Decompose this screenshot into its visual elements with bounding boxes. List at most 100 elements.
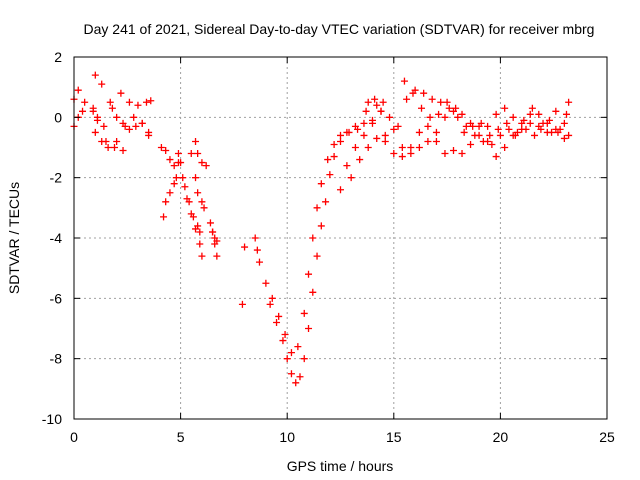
data-point (377, 107, 385, 115)
data-point (198, 159, 206, 167)
data-point (518, 125, 526, 133)
data-point (179, 174, 187, 182)
data-point (496, 131, 504, 139)
data-point (238, 300, 246, 308)
data-point (160, 213, 168, 221)
data-point (511, 131, 519, 139)
data-point (213, 237, 221, 245)
data-point (503, 119, 511, 127)
data-point (268, 294, 276, 302)
series-track-m (251, 234, 263, 266)
series-track-l (209, 228, 221, 245)
y-tick-label: -8 (50, 351, 63, 367)
data-point (113, 113, 121, 121)
series-track-o (268, 95, 387, 357)
data-point (262, 279, 270, 287)
data-point (192, 174, 200, 182)
data-point (337, 186, 344, 194)
data-point (317, 180, 325, 188)
data-point (398, 144, 406, 151)
data-point (432, 137, 440, 145)
data-point (213, 252, 221, 260)
data-point (89, 104, 97, 112)
chart-title: Day 241 of 2021, Sidereal Day-to-day VTE… (84, 21, 595, 37)
series-track-r (364, 98, 573, 161)
data-point (209, 228, 217, 236)
data-point (266, 300, 274, 308)
data-point (292, 379, 300, 387)
series-track-a (70, 86, 155, 130)
data-point (354, 125, 362, 133)
data-point (125, 98, 133, 106)
data-point (100, 122, 108, 130)
series-track-i (187, 150, 208, 212)
data-point (192, 137, 200, 145)
data-point (560, 119, 568, 127)
data-point (379, 98, 387, 106)
data-point (145, 131, 153, 139)
data-point (104, 144, 112, 151)
data-point (520, 116, 528, 124)
data-point (174, 150, 182, 158)
series-track-c (91, 113, 153, 151)
data-point (458, 150, 466, 158)
data-point (452, 104, 460, 112)
data-point (255, 258, 263, 266)
data-point (501, 104, 509, 112)
data-point (113, 137, 121, 145)
axis-ticks: 0 5 10 15 20 25 -10 -8 -6 -4 -2 0 2 (42, 49, 615, 445)
data-point (449, 147, 457, 155)
data-point (281, 331, 289, 339)
data-point (296, 373, 304, 381)
data-point (537, 125, 545, 133)
data-point (130, 113, 138, 121)
data-point (432, 128, 440, 136)
data-point (91, 71, 99, 79)
data-point (170, 180, 178, 188)
data-point (390, 150, 398, 158)
data-point (360, 119, 368, 127)
grid (74, 57, 607, 419)
data-point (364, 98, 372, 106)
data-point (166, 189, 174, 197)
data-point (441, 150, 449, 158)
data-point (526, 119, 534, 127)
data-point (441, 113, 449, 121)
data-point (275, 312, 283, 320)
data-point (443, 98, 451, 106)
data-point (187, 150, 195, 158)
series-track-n (262, 107, 385, 387)
data-point (305, 270, 313, 278)
y-tick-label: -2 (50, 170, 63, 186)
data-point (381, 131, 389, 139)
data-point (198, 252, 206, 260)
data-point (426, 113, 434, 121)
data-point (241, 243, 249, 251)
data-point (106, 98, 114, 106)
data-point (162, 198, 170, 206)
data-point (200, 204, 208, 212)
data-point (309, 288, 317, 296)
data-point (125, 125, 133, 133)
data-point (528, 104, 536, 112)
data-point (196, 228, 204, 236)
data-point (117, 89, 125, 97)
data-point (407, 144, 415, 151)
data-point (435, 110, 443, 118)
data-point (407, 150, 415, 158)
data-point (185, 198, 193, 206)
series-track-d (93, 116, 127, 155)
data-point (494, 125, 502, 133)
data-point (420, 89, 428, 97)
data-point (337, 137, 344, 145)
data-point (202, 162, 210, 170)
data-point (531, 131, 539, 139)
data-point (196, 240, 204, 248)
data-point (287, 349, 295, 357)
data-point (172, 174, 180, 182)
data-point (373, 101, 381, 109)
x-tick-label: 10 (279, 429, 295, 445)
data-point (554, 128, 562, 136)
data-point (102, 137, 110, 145)
data-point (454, 113, 462, 121)
